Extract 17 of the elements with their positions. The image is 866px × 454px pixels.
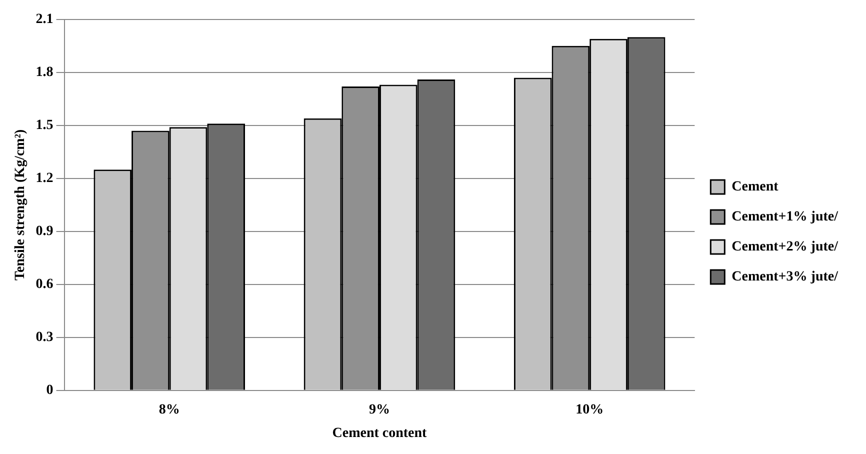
legend-label: Cement xyxy=(732,180,779,195)
legend-label: Cement+1% jute/ xyxy=(732,210,840,225)
x-tick-label: 10% xyxy=(576,402,604,418)
y-tick-label: 1.2 xyxy=(36,171,54,186)
x-tick-label: 8% xyxy=(158,402,180,418)
legend-label: Cement+2% jute/ xyxy=(732,240,840,255)
y-axis-title: Tensile strength (Kg/cm²) xyxy=(13,128,28,280)
y-tick-label: 0.9 xyxy=(36,224,54,240)
y-tick-label: 0 xyxy=(46,383,54,398)
y-tick-label: 2.1 xyxy=(36,12,54,28)
x-tick-label: 9% xyxy=(368,402,390,418)
legend-label: Cement+3% jute/ xyxy=(732,270,840,285)
y-tick-label: 0.6 xyxy=(36,277,54,292)
y-tick-label: 1.8 xyxy=(36,65,54,80)
x-axis-title: Cement content xyxy=(332,426,428,442)
y-tick-label: 0.3 xyxy=(36,330,54,346)
y-tick-label: 1.5 xyxy=(36,118,54,134)
